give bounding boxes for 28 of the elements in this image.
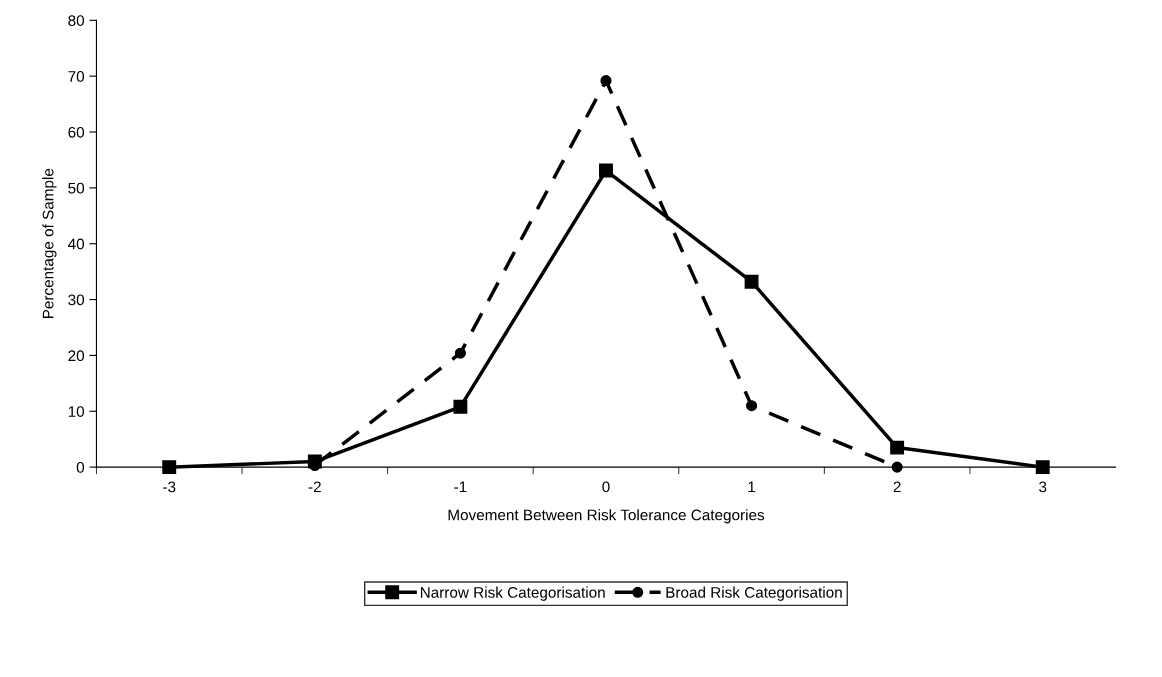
x-tick-label: -1 bbox=[454, 481, 467, 493]
y-tick-label: 70 bbox=[68, 71, 85, 82]
y-tick-label: 0 bbox=[76, 462, 85, 473]
y-tick-label: 40 bbox=[68, 238, 85, 250]
x-tick-label: -3 bbox=[163, 481, 176, 493]
y-tick-label: 80 bbox=[68, 15, 85, 26]
point bbox=[600, 75, 612, 87]
x-tick-label: -2 bbox=[308, 481, 321, 493]
point bbox=[891, 461, 903, 473]
point bbox=[744, 274, 759, 289]
legend-label: Narrow Risk Categorisation bbox=[420, 586, 605, 601]
x-axis-title: Movement Between Risk Tolerance Categories bbox=[448, 509, 765, 524]
y-tick-label: 10 bbox=[68, 406, 85, 417]
legend-label: Broad Risk Categorisation bbox=[666, 586, 842, 601]
point bbox=[599, 163, 613, 178]
x-tick-label: 3 bbox=[1039, 481, 1047, 493]
point bbox=[453, 399, 468, 414]
y-tick-label: 30 bbox=[68, 294, 85, 306]
y-tick-label: 50 bbox=[68, 182, 85, 194]
point bbox=[746, 400, 758, 412]
point bbox=[890, 440, 905, 455]
y-axis-title: Percentage of Sample bbox=[42, 168, 57, 319]
x-tick-label: 0 bbox=[602, 481, 610, 493]
x-tick-label: 1 bbox=[748, 481, 756, 493]
y-tick-label: 20 bbox=[68, 350, 85, 362]
y-tick-label: 60 bbox=[68, 126, 85, 138]
x-tick-label: 2 bbox=[893, 481, 901, 493]
point bbox=[454, 347, 466, 359]
